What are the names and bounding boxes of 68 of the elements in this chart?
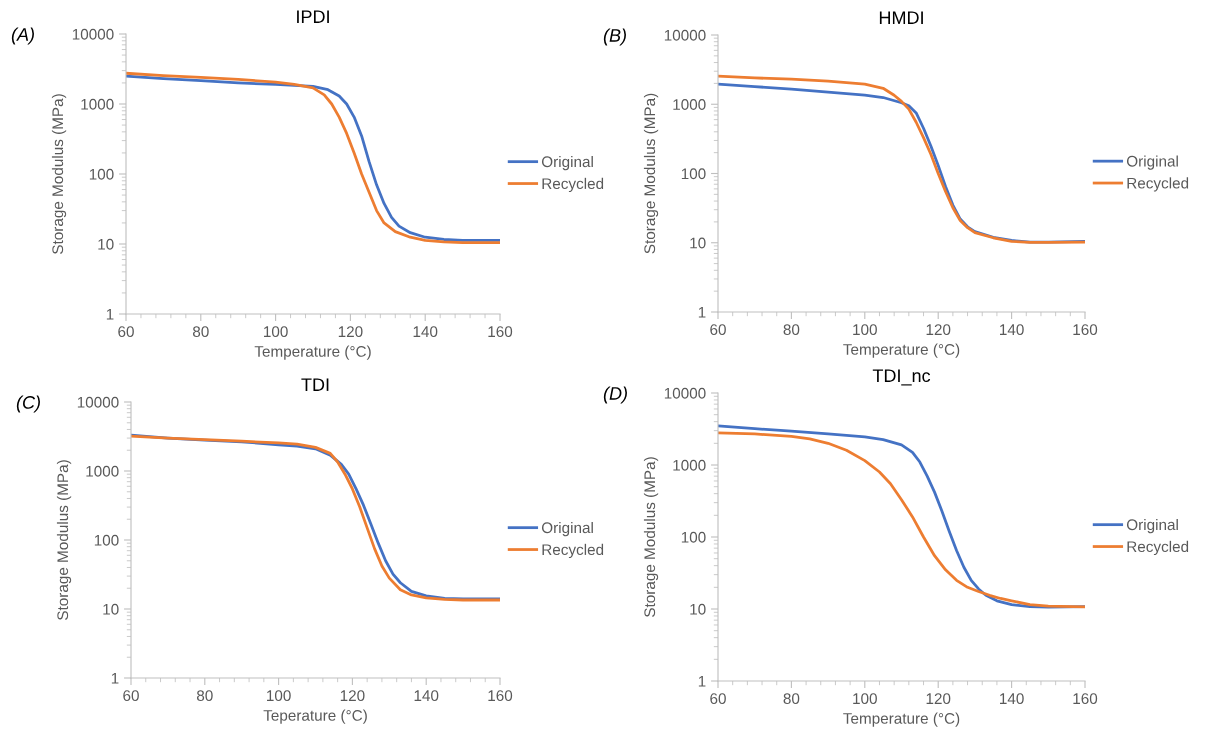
y-tick-label: 1000	[86, 465, 119, 477]
x-tick-label: 80	[783, 324, 800, 336]
legend-label: Original	[1126, 518, 1178, 534]
y-tick-label: 100	[681, 531, 706, 543]
x-axis-title: Teperature (°C)	[263, 709, 367, 724]
y-tick-label: 10000	[664, 29, 706, 41]
y-tick-label: 10000	[664, 387, 706, 399]
legend-label: Recycled	[542, 177, 604, 193]
chart-title: TDI	[301, 378, 329, 391]
x-tick-label: 140	[414, 690, 439, 702]
text: (A)	[11, 27, 34, 45]
y-tick-label: 100	[681, 168, 706, 180]
y-tick-label: 1	[106, 309, 114, 320]
x-tick-label: 80	[783, 693, 800, 705]
y-tick-label: 10	[690, 237, 706, 249]
y-tick-label: 100	[94, 534, 119, 546]
x-tick-label: 160	[488, 326, 513, 338]
x-tick-label: 100	[264, 326, 288, 338]
y-tick-label: 1000	[81, 98, 114, 110]
x-tick-label: 120	[340, 690, 365, 702]
x-tick-label: 100	[853, 693, 877, 705]
text: (B)	[603, 28, 626, 46]
x-tick-label: 60	[123, 690, 139, 702]
y-axis-title: Storage Modulus (MPa)	[643, 93, 659, 254]
x-tick-label: 140	[1000, 324, 1024, 336]
x-axis-title: Temperature (°C)	[843, 343, 960, 358]
y-tick-label: 10	[98, 238, 114, 250]
y-tick-label: 10000	[72, 28, 114, 40]
text: (D)	[603, 386, 627, 404]
y-tick-label: 100	[89, 168, 114, 180]
x-tick-label: 80	[196, 690, 213, 702]
x-tick-label: 160	[1073, 324, 1098, 336]
legend-label: Original	[541, 155, 593, 171]
y-axis-title: Storage Modulus (MPa)	[643, 457, 659, 617]
legend-label: Recycled	[1127, 540, 1189, 556]
legend-label: Original	[1126, 155, 1178, 170]
legend-label: Recycled	[542, 543, 604, 559]
x-axis-title: Temperature (°C)	[843, 712, 960, 727]
y-tick-label: 10000	[77, 396, 119, 408]
y-tick-label: 1000	[673, 99, 706, 110]
x-tick-label: 60	[710, 693, 726, 705]
chart-title: TDI_nc	[872, 369, 931, 386]
x-tick-label: 140	[413, 326, 438, 338]
x-tick-label: 80	[192, 326, 209, 338]
legend-label: Original	[541, 521, 593, 537]
y-axis-title: Storage Modulus (MPa)	[51, 94, 67, 254]
x-tick-label: 160	[488, 690, 513, 702]
x-tick-label: 120	[338, 326, 363, 338]
text: (C)	[16, 395, 40, 413]
chart-title: HMDI	[879, 11, 923, 24]
x-tick-label: 100	[267, 690, 291, 702]
y-axis-title: Storage Modulus (MPa)	[56, 460, 72, 620]
y-tick-label: 1	[698, 676, 706, 687]
y-tick-label: 1	[698, 307, 706, 318]
x-tick-label: 160	[1073, 693, 1098, 705]
x-axis-title: Temperature (°C)	[254, 345, 371, 360]
legend-label: Recycled	[1127, 177, 1189, 192]
x-tick-label: 60	[710, 324, 726, 336]
y-tick-label: 1	[111, 673, 119, 684]
y-tick-label: 10	[103, 603, 119, 615]
x-tick-label: 120	[926, 324, 951, 336]
y-tick-label: 1000	[673, 459, 706, 471]
x-tick-label: 60	[118, 326, 134, 338]
x-tick-label: 120	[926, 693, 951, 705]
x-tick-label: 100	[853, 324, 877, 336]
chart-title: IPDI	[297, 10, 329, 23]
y-tick-label: 10	[690, 603, 706, 615]
x-tick-label: 140	[1000, 693, 1024, 705]
